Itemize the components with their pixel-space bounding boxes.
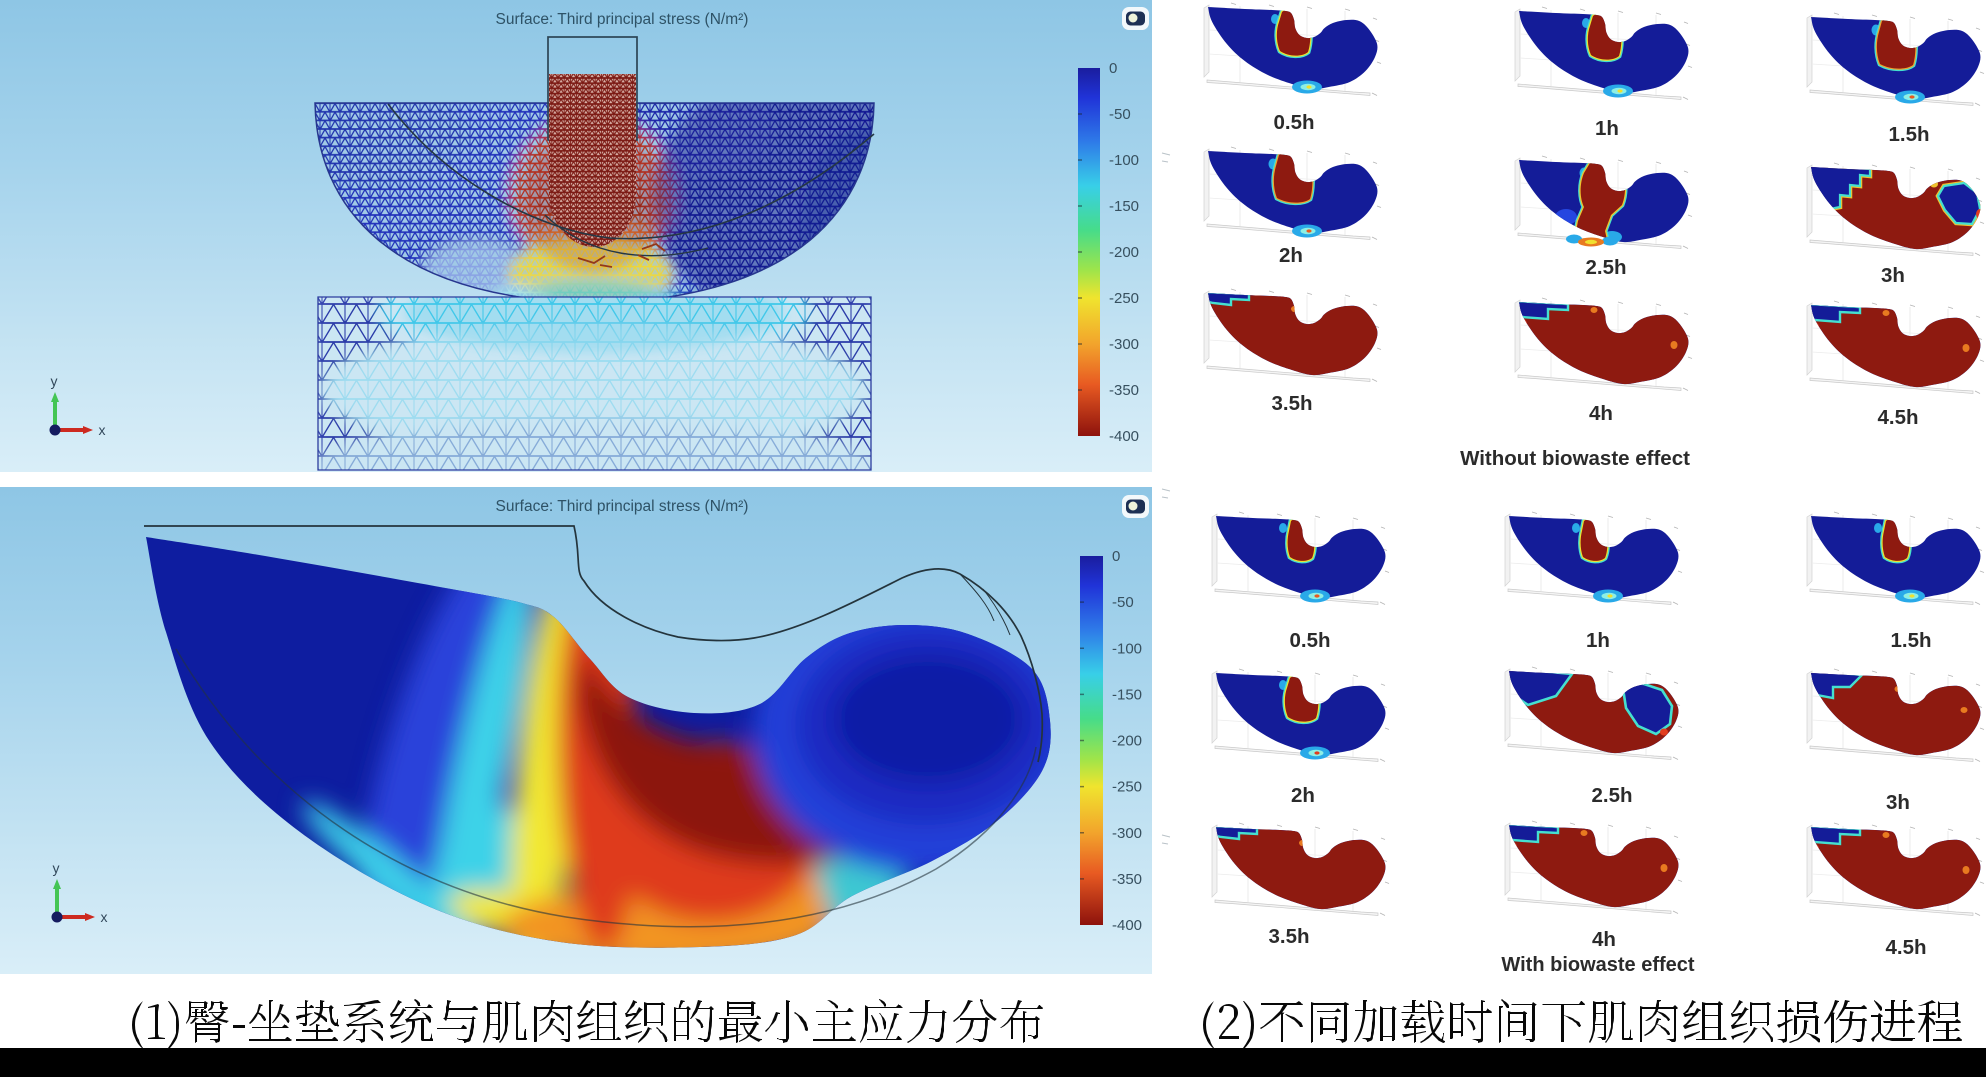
svg-text:0.5h: 0.5h <box>1273 111 1314 134</box>
svg-text:-50: -50 <box>1109 106 1131 123</box>
svg-text:-50: -50 <box>1112 594 1134 611</box>
svg-text:-400: -400 <box>1109 428 1139 445</box>
svg-text:1h: 1h <box>1586 629 1610 652</box>
svg-text:1.5h: 1.5h <box>1890 629 1931 652</box>
svg-text:-100: -100 <box>1112 640 1142 657</box>
svg-text:-350: -350 <box>1112 871 1142 888</box>
svg-text:1h: 1h <box>1595 117 1619 140</box>
svg-text:0.5h: 0.5h <box>1289 629 1330 652</box>
svg-text:1.5h: 1.5h <box>1888 123 1929 146</box>
svg-text:3.5h: 3.5h <box>1271 392 1312 415</box>
svg-text:Surface: Third principal stres: Surface: Third principal stress (N/m²) <box>496 11 749 28</box>
svg-text:2.5h: 2.5h <box>1591 784 1632 807</box>
svg-text:-400: -400 <box>1112 917 1142 934</box>
svg-text:0: 0 <box>1112 548 1120 565</box>
svg-text:2h: 2h <box>1279 244 1303 267</box>
svg-text:3.5h: 3.5h <box>1268 925 1309 948</box>
svg-text:4.5h: 4.5h <box>1877 406 1918 429</box>
svg-text:2.5h: 2.5h <box>1585 256 1626 279</box>
svg-text:-200: -200 <box>1109 244 1139 261</box>
svg-text:With biowaste effect: With biowaste effect <box>1501 954 1695 976</box>
svg-text:-200: -200 <box>1112 733 1142 750</box>
svg-text:-100: -100 <box>1109 152 1139 169</box>
svg-text:0: 0 <box>1109 60 1117 77</box>
svg-text:-300: -300 <box>1112 825 1142 842</box>
svg-text:4h: 4h <box>1592 928 1616 951</box>
svg-text:3h: 3h <box>1886 791 1910 814</box>
svg-text:2h: 2h <box>1291 784 1315 807</box>
svg-text:Without biowaste effect: Without biowaste effect <box>1460 447 1690 470</box>
svg-text:-150: -150 <box>1112 686 1142 703</box>
svg-text:-350: -350 <box>1109 382 1139 399</box>
svg-text:3h: 3h <box>1881 264 1905 287</box>
svg-text:4h: 4h <box>1589 402 1613 425</box>
svg-text:-250: -250 <box>1109 290 1139 307</box>
svg-text:-300: -300 <box>1109 336 1139 353</box>
svg-text:4.5h: 4.5h <box>1885 936 1926 959</box>
svg-text:-250: -250 <box>1112 779 1142 796</box>
svg-text:Surface: Third principal stres: Surface: Third principal stress (N/m²) <box>496 498 749 515</box>
svg-text:-150: -150 <box>1109 198 1139 215</box>
